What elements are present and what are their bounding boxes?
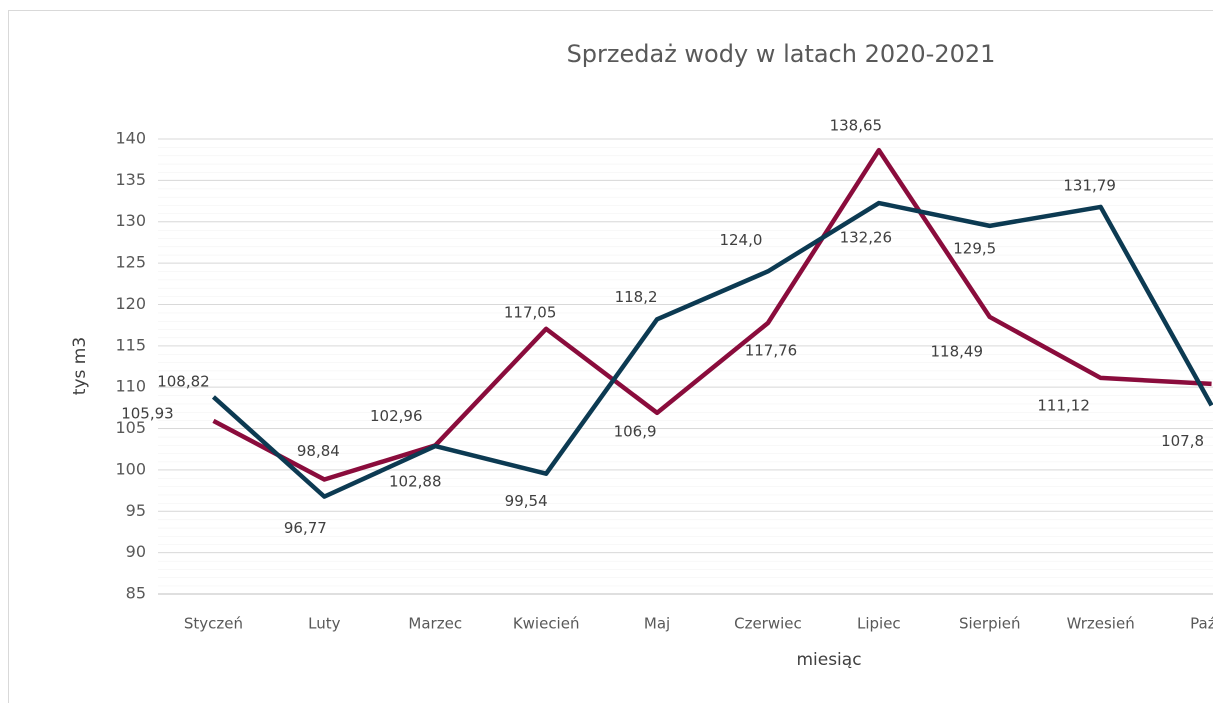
y-tick-label: 90	[126, 542, 146, 561]
value-label: 102,88	[389, 473, 442, 491]
value-label: 106,9	[614, 422, 657, 440]
x-tick-label: Lipiec	[857, 615, 901, 633]
y-tick-label: 135	[115, 170, 146, 189]
value-label: 96,77	[284, 519, 327, 537]
value-label: 102,96	[370, 407, 423, 425]
value-label: 118,49	[931, 342, 984, 360]
y-tick-label: 115	[115, 335, 146, 354]
value-label: 117,05	[504, 303, 557, 321]
minor-grid	[158, 139, 1213, 594]
value-label: 108,82	[157, 372, 210, 390]
x-tick-label: Kwiecień	[513, 615, 580, 633]
value-label: 107,8	[1161, 432, 1204, 450]
series-line	[211, 200, 1213, 499]
x-tick-label: Wrzesień	[1067, 615, 1135, 633]
value-label: 131,79	[1063, 176, 1116, 194]
y-axis-label: tys m3	[70, 337, 90, 395]
y-tick-label: 130	[115, 211, 146, 230]
value-label: 129,5	[953, 239, 996, 257]
y-tick-label: 95	[126, 501, 146, 520]
x-tick-label: Marzec	[408, 615, 462, 633]
value-label: 99,54	[505, 492, 548, 510]
y-tick-label: 85	[126, 584, 146, 603]
y-tick-label: 110	[115, 377, 146, 396]
x-tick-label: Styczeń	[184, 615, 243, 633]
x-axis-label: miesiąc	[796, 650, 861, 670]
value-label: 117,76	[745, 341, 798, 359]
y-tick-label: 105	[115, 418, 146, 437]
y-tick-label: 120	[115, 294, 146, 313]
y-tick-label: 125	[115, 253, 146, 272]
x-tick-label: Czerwiec	[734, 615, 802, 633]
value-label: 132,26	[840, 229, 893, 247]
value-label: 111,12	[1037, 396, 1090, 414]
x-tick-label: Paźdz	[1190, 615, 1213, 633]
y-tick-label: 140	[115, 129, 146, 148]
x-tick-label: Maj	[644, 615, 670, 633]
value-label: 124,0	[719, 231, 762, 249]
y-tick-label: 100	[115, 459, 146, 478]
value-label: 98,84	[297, 442, 340, 460]
value-label: 105,93	[121, 404, 174, 422]
x-tick-label: Luty	[308, 615, 340, 633]
x-tick-label: Sierpień	[959, 615, 1021, 633]
chart-title: Sprzedaż wody w latach 2020-2021	[567, 40, 996, 68]
series-line	[212, 147, 1212, 482]
value-label: 118,2	[615, 288, 658, 306]
value-label: 138,65	[830, 117, 883, 135]
